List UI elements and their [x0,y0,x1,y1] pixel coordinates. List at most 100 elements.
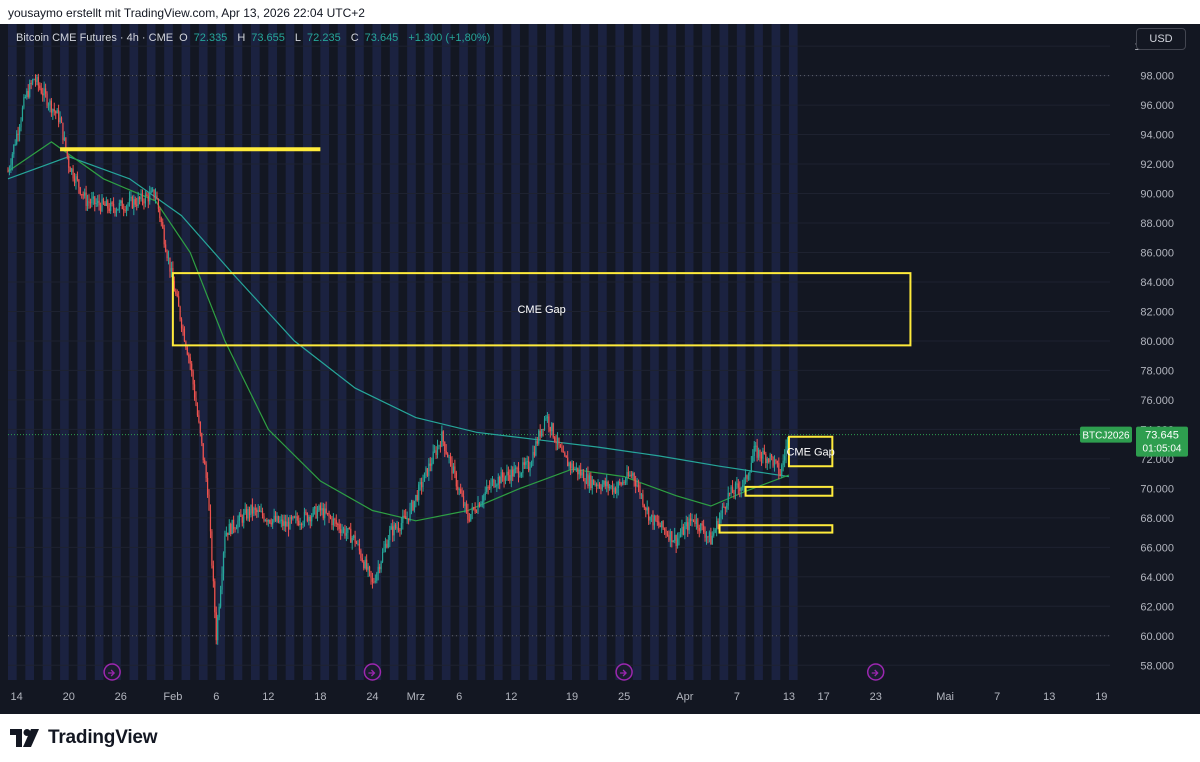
candle-body [344,528,346,536]
candle-body [205,464,207,478]
candle-body [102,198,105,204]
x-tick-label: 6 [456,691,462,703]
symbol-tag-text: BTCJ2026 [1082,431,1130,442]
candle-body [322,508,324,519]
candle-body [228,524,230,535]
candle-body [640,494,643,496]
candle-body [513,468,515,477]
candle-body [131,197,133,209]
candle-body [512,469,514,477]
candle-body [617,482,619,489]
candle-body [196,405,199,416]
candle-body [526,461,528,463]
candle-body [37,77,39,86]
candle-body [484,492,486,496]
candle-body [387,540,389,548]
candle-body [40,88,42,94]
candle-body [199,421,201,434]
candle-body [280,519,282,521]
candle-body [183,328,186,342]
candle-body [630,474,632,476]
candle-body [499,476,501,484]
candle-body [230,524,232,535]
y-tick-label: 60.000 [1140,631,1174,643]
candle-body [577,467,579,475]
candle-body [572,463,575,471]
candle-body [180,319,183,329]
chart-panel[interactable]: CME Gap CME Gap 58.000 60.000 62.000 64.000 6… [0,24,1200,714]
session-band [598,24,607,680]
candle-body [603,481,605,485]
candle-body [486,486,488,493]
candle-body [332,518,334,526]
candle-body [111,202,113,204]
session-band [476,24,486,680]
candle-body [63,137,66,141]
candle-body [574,468,576,471]
candle-body [616,488,618,494]
ma-fast-line [7,141,790,522]
candle-body [144,194,146,204]
candle-body [535,441,537,456]
candle-body [532,451,534,463]
candle-body [272,519,274,525]
candle-body [76,176,79,180]
candle-body [449,456,452,460]
candle-body [243,513,245,523]
session-band [528,24,538,680]
candle-body [389,529,391,541]
currency-button[interactable]: USD [1136,28,1186,50]
candle-body [150,190,152,193]
candle-body [720,512,722,519]
legend-symbol[interactable]: Bitcoin CME Futures · 4h · CME [16,32,174,44]
candle-body [89,202,92,204]
candle-body [690,518,692,522]
candle-body [17,133,19,135]
candle-body [260,510,262,512]
y-tick-label: 94.000 [1140,130,1174,142]
candle-body [264,520,267,522]
candle-body [209,510,212,532]
candle-body [429,463,431,466]
candle-body [156,195,158,200]
candle-body [742,485,744,488]
candle-body [318,505,320,511]
candle-body [776,460,778,464]
legend-low: 72.235 [307,32,341,44]
candle-body [516,467,518,469]
candle-body [653,515,656,526]
x-tick-label: 14 [11,691,23,703]
candle-body [520,473,522,477]
candle-body [376,573,378,581]
annotations: CME Gap CME Gap [60,147,912,534]
candle-body [707,536,709,538]
candle-body [729,492,731,494]
y-tick-label: 82.000 [1140,306,1174,318]
x-tick-label: 17 [818,691,830,703]
candle-body [426,468,428,476]
session-band [60,24,69,680]
candle-body [105,200,107,206]
candle-body [273,515,275,520]
candle-body [765,454,767,464]
session-band [94,24,104,680]
candle-body [701,523,703,526]
candle-body [731,486,734,494]
candle-body [218,606,220,618]
candle-body [380,561,382,570]
candle-body [567,457,569,467]
candle-body [768,458,770,463]
candle-body [645,507,647,511]
candle-body [327,513,329,515]
legend-high-label: H [237,32,246,44]
candle-body [542,429,544,431]
session-band [754,24,763,680]
candle-body [655,515,657,521]
candlestick-chart[interactable]: CME Gap CME Gap 58.000 60.000 62.000 64.000 6… [0,24,1200,714]
candle-body [716,520,718,530]
y-tick-label: 70.000 [1140,483,1174,495]
candle-body [545,418,547,420]
candle-body [338,524,340,530]
candle-body [46,93,48,106]
x-tick-label: 19 [566,691,578,703]
